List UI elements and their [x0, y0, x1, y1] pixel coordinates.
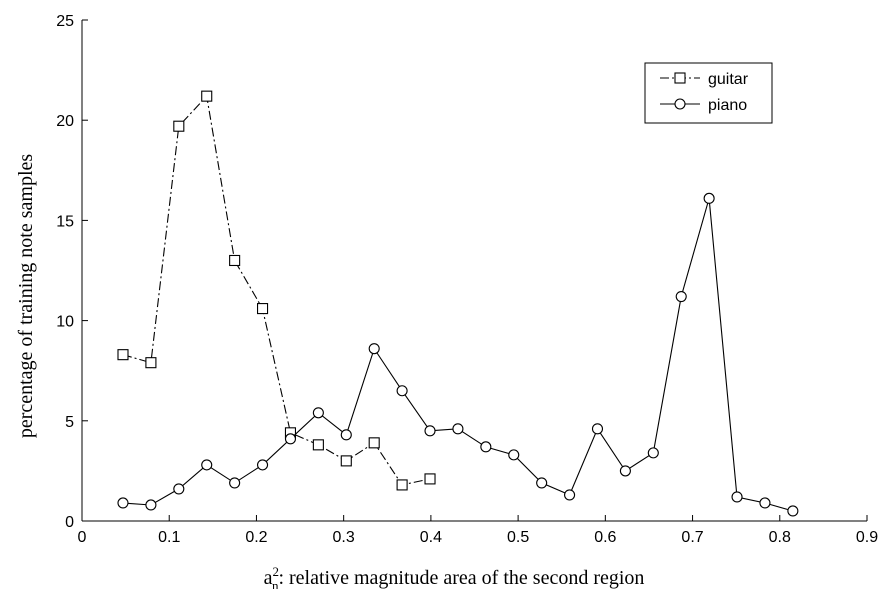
y-tick-label: 15 [56, 213, 74, 230]
data-point-guitar [396, 479, 408, 491]
data-point-piano [368, 343, 380, 355]
data-point-guitar [256, 303, 269, 315]
data-point-piano [201, 459, 213, 471]
data-point-piano [508, 449, 520, 461]
data-point-piano [340, 429, 352, 441]
data-point-piano [619, 465, 631, 477]
data-point-piano [145, 499, 157, 511]
data-point-piano [703, 192, 715, 204]
data-point-piano [229, 477, 241, 489]
x-axis-label-text: : relative magnitude area of the second … [278, 567, 644, 589]
y-tick-label: 0 [65, 514, 74, 531]
x-tick-label: 0.5 [507, 529, 529, 546]
legend: guitar piano [644, 62, 773, 124]
data-point-piano [256, 459, 269, 471]
x-tick-label: 0.3 [333, 529, 355, 546]
data-point-guitar [340, 455, 352, 467]
series-guitar [117, 90, 436, 491]
data-point-piano [787, 505, 799, 517]
y-tick-label: 5 [65, 414, 74, 431]
x-tick-label: 0.2 [245, 529, 267, 546]
x-tick-label: 0.1 [158, 529, 180, 546]
x-tick-label: 0.9 [856, 529, 878, 546]
data-point-piano [675, 291, 687, 303]
y-axis-ticks: 0 5 10 15 20 25 [56, 13, 88, 531]
series-line-guitar [122, 95, 431, 486]
data-point-piano [536, 477, 548, 489]
data-point-piano [564, 489, 576, 501]
data-point-guitar [145, 357, 157, 369]
x-tick-label: 0.8 [769, 529, 791, 546]
x-tick-label: 0.7 [681, 529, 703, 546]
data-point-piano [759, 497, 771, 509]
data-point-piano [396, 385, 408, 397]
y-tick-label: 20 [56, 113, 74, 130]
data-point-guitar [229, 254, 241, 267]
series-line-piano [122, 198, 794, 512]
data-point-guitar [312, 439, 324, 451]
data-point-guitar [173, 120, 185, 132]
y-tick-label: 25 [56, 13, 74, 30]
data-point-piano [480, 441, 492, 453]
x-tick-label: 0 [78, 529, 87, 546]
data-point-piano [452, 423, 464, 435]
axes [81, 20, 867, 522]
series-piano [117, 192, 799, 517]
legend-marker-piano [674, 98, 686, 110]
data-point-guitar [117, 349, 129, 361]
legend-label-piano: piano [708, 97, 747, 114]
x-axis-label-subscript: n [272, 578, 279, 589]
y-axis-label: percentage of training note samples [15, 154, 37, 439]
legend-label-guitar: guitar [708, 71, 749, 88]
legend-item-piano: piano [660, 97, 747, 114]
legend-marker-guitar [674, 72, 686, 84]
series-lines [117, 90, 799, 517]
data-point-guitar [368, 437, 380, 449]
data-point-guitar [424, 473, 436, 485]
x-tick-label: 0.6 [594, 529, 616, 546]
x-axis-label: a2 n: relative magnitude area of the seco… [264, 564, 645, 589]
data-point-piano [424, 425, 436, 437]
data-point-piano [117, 497, 129, 509]
y-tick-label: 10 [56, 314, 74, 331]
x-tick-label: 0.4 [420, 529, 442, 546]
data-point-piano [312, 407, 324, 419]
legend-box [644, 62, 773, 124]
data-point-piano [173, 483, 185, 495]
data-point-piano [647, 447, 659, 459]
legend-item-guitar: guitar [660, 71, 749, 88]
data-point-piano [284, 433, 297, 445]
x-axis-ticks: 0 0.1 0.2 0.3 0.4 0.5 0.6 0.7 0.8 0.9 [78, 515, 878, 546]
data-point-guitar [201, 90, 213, 102]
x-axis-label-prefix: a [264, 567, 273, 589]
x-axis-label-superscript: 2 [272, 564, 279, 579]
data-point-piano [591, 423, 604, 435]
data-point-piano [731, 491, 743, 503]
